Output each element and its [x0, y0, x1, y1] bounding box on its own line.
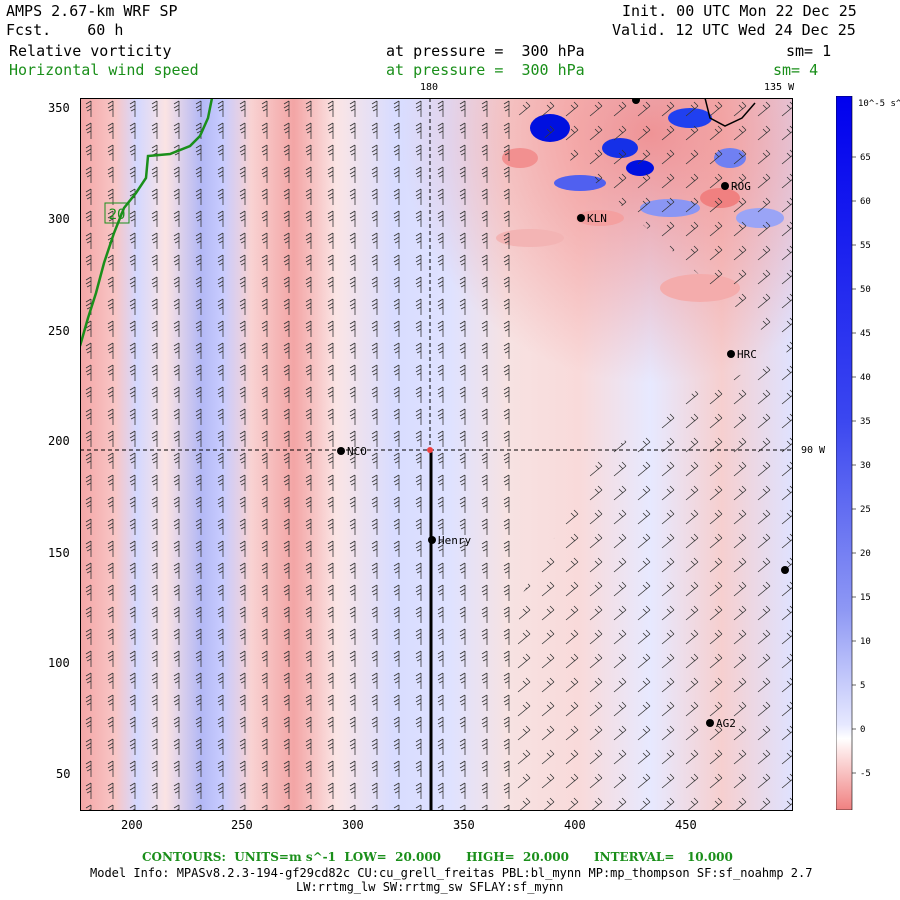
vorticity-map: 20 ROG KLN HRC NCO Henry AG2	[80, 98, 793, 811]
field1-smoothing: sm= 1	[786, 42, 832, 60]
colorbar-label: 50	[860, 285, 871, 295]
colorbar-units: 10^-5 s^-1	[858, 99, 900, 109]
model-info: Model Info: MPASv8.2.3-194-gf29cd82c CU:…	[90, 866, 813, 880]
station-dot	[721, 182, 729, 190]
station-dot	[727, 350, 735, 358]
coastline-northeast	[704, 98, 756, 127]
colorbar-label: 40	[860, 373, 871, 383]
colorbar-label: 5	[860, 681, 865, 691]
meridian-135w-label: 135 W	[764, 82, 795, 93]
valid-time: Valid. 12 UTC Wed 24 Dec 25	[612, 21, 856, 39]
contours-info: CONTOURS: UNITS=m s^-1 LOW= 20.000 HIGH=…	[142, 850, 733, 864]
colorbar-label: 35	[860, 417, 871, 427]
station-label: ROG	[731, 180, 751, 193]
colorbar-label: 25	[860, 505, 871, 515]
station-label: AG2	[716, 717, 736, 730]
x-tick-label: 450	[675, 818, 697, 832]
station-dot	[706, 719, 714, 727]
x-tick-label: 350	[453, 818, 475, 832]
y-tick-label: 100	[48, 656, 70, 670]
y-tick-label: 300	[48, 212, 70, 226]
contour-label-box	[104, 202, 130, 224]
x-tick-label: 200	[121, 818, 143, 832]
colorbar-ramp	[836, 96, 853, 810]
colorbar-label: 0	[860, 725, 865, 735]
field2-smoothing: sm= 4	[773, 61, 819, 79]
init-time: Init. 00 UTC Mon 22 Dec 25	[622, 2, 857, 20]
y-tick-label: 250	[48, 324, 70, 338]
colorbar-label: -5	[860, 769, 871, 779]
colorbar-label: 15	[860, 593, 871, 603]
field2-label: Horizontal wind speed	[9, 61, 199, 79]
colorbar-label: 20	[860, 549, 871, 559]
field1-level: at pressure = 300 hPa	[386, 42, 585, 60]
colorbar-label: 55	[860, 241, 871, 251]
y-tick-label: 350	[48, 101, 70, 115]
colorbar-label: 30	[860, 461, 871, 471]
parallel-90w-label: 90 W	[801, 445, 826, 456]
colorbar-label: 45	[860, 329, 871, 339]
model-title: AMPS 2.67-km WRF SP	[6, 2, 178, 20]
station-dot	[337, 447, 345, 455]
station-label: HRC	[737, 348, 757, 361]
pole-marker	[427, 447, 433, 453]
station-dot	[428, 536, 436, 544]
field1-label: Relative vorticity	[9, 42, 172, 60]
map-border	[80, 98, 793, 811]
x-tick-label: 300	[342, 818, 364, 832]
station-dot	[781, 566, 789, 574]
station-markers: ROG KLN HRC NCO Henry AG2	[337, 98, 789, 730]
x-tick-label: 250	[231, 818, 253, 832]
station-dot	[632, 98, 640, 104]
wind-barbs-west	[80, 98, 510, 811]
colorbar-label: 65	[860, 153, 871, 163]
colorbar-label: 10	[860, 637, 871, 647]
contour-label: 20	[109, 207, 126, 223]
station-label: NCO	[347, 445, 367, 458]
y-tick-label: 200	[48, 434, 70, 448]
coastline	[80, 98, 214, 347]
field2-level: at pressure = 300 hPa	[386, 61, 585, 79]
x-tick-label: 400	[564, 818, 586, 832]
station-label: KLN	[587, 212, 607, 225]
colorbar-label: 60	[860, 197, 871, 207]
physics-info: LW:rrtmg_lw SW:rrtmg_sw SFLAY:sf_mynn	[296, 880, 564, 894]
station-label: Henry	[438, 534, 471, 547]
meridian-180-label: 180	[420, 82, 439, 93]
station-dot	[577, 214, 585, 222]
y-tick-label: 50	[56, 767, 71, 781]
forecast-hour: Fcst. 60 h	[6, 21, 124, 39]
y-tick-label: 150	[48, 546, 70, 560]
